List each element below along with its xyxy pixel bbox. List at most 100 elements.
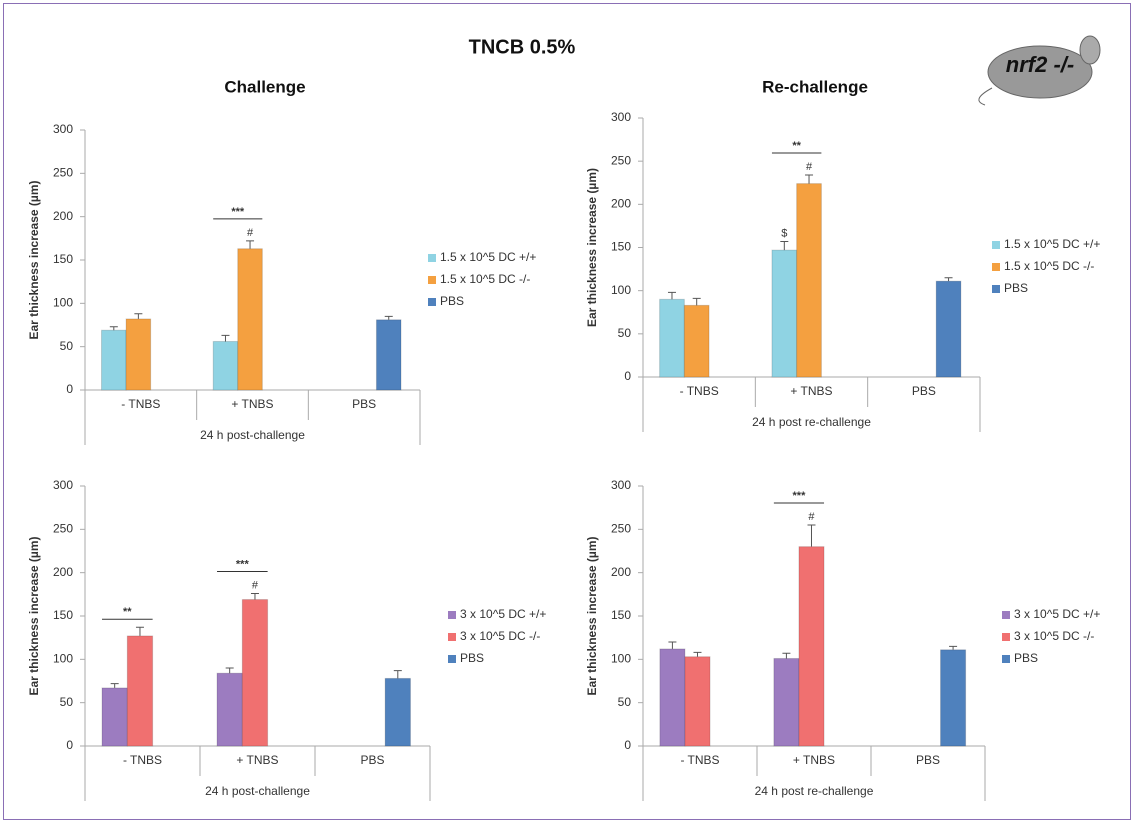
x-tick-label: - TNBS [680,753,719,767]
y-tick-label: 100 [53,296,73,310]
x-tick-label: PBS [352,397,376,411]
y-tick-label: 0 [624,369,631,383]
bar [212,340,239,391]
x-tick-label: - TNBS [121,397,160,411]
error-bar [693,651,702,657]
legend-swatch [428,254,436,262]
legend-label: 3 x 10^5 DC +/+ [1014,607,1100,621]
legend-label: 1.5 x 10^5 DC -/- [1004,259,1094,273]
error-bar [692,297,701,306]
bar [683,304,710,378]
y-tick-label: 200 [53,565,73,579]
genotype-badge: nrf2 -/- [1006,52,1074,77]
error-bar [807,524,816,547]
x-tick-label: + TNBS [790,384,832,398]
y-tick-label: 50 [60,339,74,353]
error-bar [246,240,255,249]
legend-swatch [428,276,436,284]
y-tick-label: 150 [53,252,73,266]
significance-marker: # [808,511,815,523]
y-tick-label: 250 [611,153,631,167]
significance-marker: # [247,227,254,239]
error-bar [134,313,143,319]
bracket-label: *** [231,206,245,218]
y-tick-label: 150 [611,240,631,254]
x-tick-label: + TNBS [236,753,278,767]
legend-swatch [1002,655,1010,663]
bar [659,648,686,747]
error-bar [949,645,958,650]
legend-label: PBS [1014,651,1038,665]
legend-swatch [1002,633,1010,641]
error-bar [225,667,234,674]
bar [375,319,402,391]
mouse-icon [978,35,1101,106]
x-tick-label: PBS [360,753,384,767]
x-tick-label: PBS [912,384,936,398]
bar [796,183,822,378]
y-tick-label: 250 [611,522,631,536]
figure-title: TNCB 0.5% [469,36,576,58]
bar [659,298,685,378]
x-tick-label: PBS [916,753,940,767]
y-axis-label: Ear thickness increase (µm) [27,537,41,696]
bar [935,280,962,378]
error-bar [135,626,144,636]
y-tick-label: 300 [611,478,631,492]
x-tick-label: - TNBS [123,753,162,767]
legend-label: PBS [1004,281,1028,295]
legend-swatch [992,285,1000,293]
x-tick-label: - TNBS [680,384,719,398]
y-tick-label: 100 [611,283,631,297]
legend-swatch [428,298,436,306]
y-axis-label: Ear thickness increase (µm) [27,181,41,340]
error-bar [384,315,393,320]
bar [684,656,711,747]
x-group-label: 24 h post re-challenge [752,415,871,429]
legend-label: 3 x 10^5 DC +/+ [460,607,546,621]
bar [771,249,798,378]
chart-title: Challenge [224,77,305,96]
y-tick-label: 250 [53,522,73,536]
x-tick-label: + TNBS [793,753,835,767]
bar [798,546,825,747]
legend-swatch [992,263,1000,271]
legend-swatch [1002,611,1010,619]
y-tick-label: 100 [611,652,631,666]
y-tick-label: 50 [618,326,632,340]
x-group-label: 24 h post-challenge [200,428,305,442]
bar [216,672,243,747]
bar [773,657,800,747]
legend-label: 1.5 x 10^5 DC -/- [440,272,530,286]
y-tick-label: 50 [60,695,74,709]
y-tick-label: 200 [53,209,73,223]
bar [101,687,128,747]
bar [237,248,263,391]
error-bar [109,326,118,331]
y-axis-label: Ear thickness increase (µm) [585,537,599,696]
error-bar [944,277,953,282]
bar [384,677,411,747]
y-tick-label: 0 [66,382,73,396]
significance-marker: # [252,579,259,591]
legend-swatch [448,655,456,663]
legend-label: PBS [460,651,484,665]
bracket-label: *** [793,490,807,502]
y-tick-label: 300 [611,110,631,124]
legend-swatch [448,633,456,641]
chart-title: Re-challenge [762,77,868,96]
x-group-label: 24 h post re-challenge [755,784,874,798]
bracket-label: ** [123,606,132,618]
y-tick-label: 150 [53,608,73,622]
y-tick-label: 150 [611,608,631,622]
legend-label: 1.5 x 10^5 DC +/+ [1004,237,1100,251]
error-bar [668,641,677,649]
bracket-label: ** [792,140,801,152]
bar [940,649,967,747]
error-bar [667,291,676,300]
y-tick-label: 200 [611,197,631,211]
bracket-label: *** [236,558,250,570]
y-tick-label: 300 [53,478,73,492]
y-axis-label: Ear thickness increase (µm) [585,168,599,327]
